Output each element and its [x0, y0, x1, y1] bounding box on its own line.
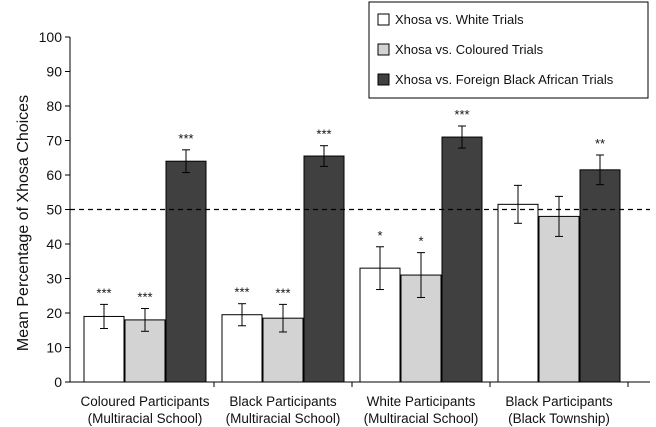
legend-swatch — [377, 43, 390, 56]
y-axis-title: Mean Percentage of Xhosa Choices — [15, 95, 32, 351]
bar — [441, 136, 483, 383]
bar — [165, 160, 207, 383]
y-tick-label: 30 — [46, 271, 62, 287]
significance-label: *** — [137, 290, 152, 305]
y-tick-label: 40 — [46, 236, 62, 252]
category-label: Black Participants (Black Township) — [505, 394, 613, 426]
legend-box — [368, 1, 649, 99]
significance-label: *** — [454, 107, 469, 122]
legend-label: Xhosa vs. Coloured Trials — [395, 42, 544, 57]
legend-label: Xhosa vs. White Trials — [395, 12, 524, 27]
significance-label: * — [418, 234, 423, 249]
y-tick-label: 80 — [46, 98, 62, 114]
significance-label: *** — [316, 127, 331, 142]
y-tick-label: 60 — [46, 167, 62, 183]
bar — [497, 203, 539, 383]
significance-label: *** — [275, 285, 290, 300]
category-label-line: Black Participants — [229, 394, 337, 409]
category-label-line: (Black Township) — [508, 411, 610, 426]
y-tick-label: 90 — [46, 64, 62, 80]
y-tick-label: 70 — [46, 133, 62, 149]
y-tick-label: 0 — [54, 374, 62, 390]
y-tick-label: 100 — [39, 29, 63, 45]
legend-swatch — [377, 13, 390, 26]
bar — [538, 215, 580, 383]
category-label-line: (Multiracial School) — [364, 411, 479, 426]
bar — [579, 169, 621, 383]
category-label: Black Participants (Multiracial School) — [226, 394, 341, 426]
category-label-line: Black Participants — [505, 394, 613, 409]
legend-swatch — [377, 73, 390, 86]
category-label: Coloured Participants (Multiracial School… — [80, 394, 209, 426]
category-label-line: Coloured Participants — [80, 394, 209, 409]
legend-label: Xhosa vs. Foreign Black African Trials — [395, 72, 614, 87]
y-tick-label: 50 — [46, 202, 62, 218]
significance-label: ** — [595, 136, 605, 151]
significance-label: *** — [178, 131, 193, 146]
significance-label: *** — [96, 285, 111, 300]
category-label-line: White Participants — [367, 394, 476, 409]
category-label-line: (Multiracial School) — [226, 411, 341, 426]
bar — [303, 155, 345, 383]
category-label: White Participants (Multiracial School) — [364, 394, 479, 426]
bar — [400, 274, 442, 383]
significance-label: * — [377, 228, 382, 243]
y-tick-label: 10 — [46, 340, 62, 356]
y-tick-label: 20 — [46, 305, 62, 321]
significance-label: *** — [234, 285, 249, 300]
category-label-line: (Multiracial School) — [88, 411, 203, 426]
